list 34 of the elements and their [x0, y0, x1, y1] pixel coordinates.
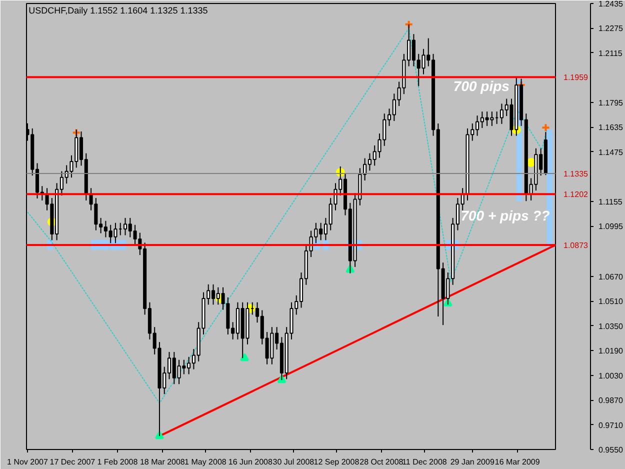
y-tick-label: 1.2275	[598, 24, 624, 34]
ref-line-label: 1.1959	[564, 73, 589, 82]
y-tick-label: 1.0670	[598, 272, 624, 282]
y-tick-label: 0.9870	[598, 396, 624, 406]
x-tick-label: 16 Mar 2009	[494, 458, 540, 466]
ref-line-label: 1.0873	[564, 240, 589, 250]
x-tick-label: 1 Feb 2008	[97, 458, 138, 466]
y-tick-label: 1.0995	[598, 222, 624, 232]
x-tick-label: 18 Mar 2008	[140, 458, 186, 466]
ref-line-label: 1.1335	[564, 170, 589, 179]
y-tick-label: 1.2115	[598, 48, 623, 58]
x-tick-label: 11 Dec 2008	[402, 458, 448, 466]
annotation: 700 pips	[453, 78, 510, 94]
x-tick-label: 28 Oct 2008	[360, 458, 404, 466]
x-tick-label: 30 Jul 2008	[272, 458, 315, 466]
y-tick-label: 1.0510	[598, 297, 624, 306]
ref-line-label: 1.1202	[564, 190, 589, 200]
y-tick-label: 1.0190	[598, 346, 624, 356]
y-tick-label: 1.0030	[598, 371, 624, 380]
x-tick-label: 1 Nov 2007	[7, 458, 48, 466]
y-tick-label: 1.1795	[598, 98, 624, 108]
y-tick-label: 1.0350	[598, 322, 624, 331]
y-tick-label: 1.1475	[598, 148, 624, 157]
x-tick-label: 12 Sep 2008	[314, 458, 360, 466]
y-tick-label: 0.9550	[598, 446, 624, 454]
chart-title: USDCHF,Daily 1.1552 1.1604 1.1325 1.1335	[28, 6, 208, 16]
x-tick-label: 29 Jan 2009	[450, 458, 495, 466]
x-tick-label: 16 Jun 2008	[228, 458, 273, 466]
y-tick-label: 1.1155	[598, 197, 623, 206]
x-tick-label: 17 Dec 2007	[50, 458, 96, 466]
y-tick-label: 1.2435	[598, 0, 624, 8]
y-tick-label: 0.9710	[598, 420, 624, 430]
y-tick-label: 1.1635	[598, 123, 624, 132]
x-tick-label: 1 May 2008	[184, 458, 227, 466]
